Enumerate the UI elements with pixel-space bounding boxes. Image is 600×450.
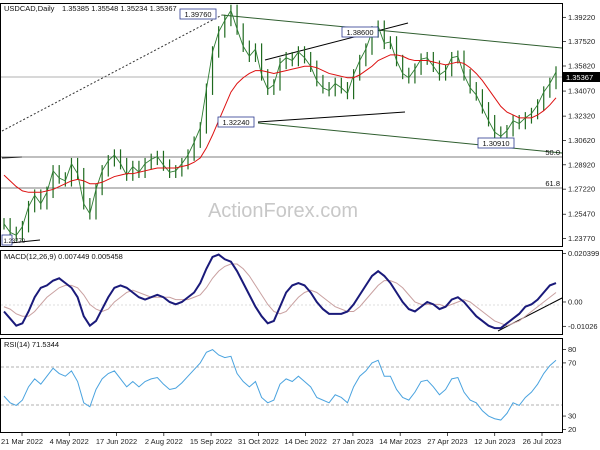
y-tick-label: -0.01026 xyxy=(568,322,598,331)
y-tick-label: 1.28920 xyxy=(568,160,595,169)
macd-signal-line xyxy=(3,263,557,327)
y-tick-label: 1.32320 xyxy=(568,112,595,121)
x-tick-label: 27 Jan 2023 xyxy=(332,437,373,446)
watermark: ActionForex.com xyxy=(208,200,358,222)
x-tick-label: 2 Aug 2022 xyxy=(145,437,183,446)
level-box-low xyxy=(217,116,255,128)
y-tick-label: 1.34070 xyxy=(568,87,595,96)
rsi-pane-title: RSI(14) 71.5344 xyxy=(4,340,59,349)
y-tick-label: 0.020399 xyxy=(568,249,599,258)
fib-50-label: 50.0 xyxy=(545,148,560,157)
rsi-line xyxy=(3,349,557,421)
x-tick-label: 4 May 2022 xyxy=(50,437,89,446)
x-tick-label: 27 Apr 2023 xyxy=(427,437,467,446)
y-tick-label: 1.27220 xyxy=(568,185,595,194)
x-tick-label: 14 Mar 2023 xyxy=(379,437,421,446)
y-tick-label: 70 xyxy=(568,358,576,367)
y-tick-label: 0.00 xyxy=(568,297,583,306)
price-pane-title: USDCAD,Daily xyxy=(4,4,55,13)
price-y-axis: 1.39220 1.37520 1.35820 1.34070 1.32320 1.306… xyxy=(562,13,595,243)
y-tick-label: 1.23770 xyxy=(568,234,595,243)
x-tick-label: 26 Jul 2023 xyxy=(523,437,562,446)
rsi-lines xyxy=(3,349,557,421)
upper-channel-line xyxy=(221,14,563,49)
fib-levels: 50.0 61.8 xyxy=(1,76,562,189)
y-tick-label: 80 xyxy=(568,345,576,354)
x-tick-label: 15 Sep 2022 xyxy=(190,437,233,446)
y-tick-label: 30 xyxy=(568,412,576,421)
x-tick-label: 12 Jun 2023 xyxy=(474,437,515,446)
moving-average-line xyxy=(3,54,557,193)
price-level-boxes: 1.39760 1.38600 1.32240 1.30910 1.23770 xyxy=(1,8,515,246)
bottom-left-stub xyxy=(9,239,41,244)
level-label-bottom: 1.23770 xyxy=(4,239,26,245)
rsi-pane-frame xyxy=(0,338,563,433)
x-tick-label: 14 Dec 2022 xyxy=(284,437,327,446)
x-tick-label: 17 Jun 2022 xyxy=(96,437,137,446)
y-tick-label: 1.25470 xyxy=(568,210,595,219)
level-label-high: 1.39760 xyxy=(184,10,211,19)
macd-lines xyxy=(3,253,557,330)
y-tick-label: 1.37520 xyxy=(568,37,595,46)
level-box-bottom xyxy=(1,234,13,246)
triangle-lower-line xyxy=(257,111,406,123)
x-tick-label: 21 Mar 2022 xyxy=(1,437,43,446)
y-tick-label: 20 xyxy=(568,425,576,434)
level-box-recent-low xyxy=(477,137,515,149)
current-price-label: 1.35367 xyxy=(566,73,593,82)
rsi-y-axis: 80 70 30 20 xyxy=(562,345,576,434)
macd-pane-title: MACD(12,26,9) 0.007449 0.005458 xyxy=(4,252,123,261)
x-tick-label: 31 Oct 2022 xyxy=(238,437,279,446)
y-tick-label: 1.35820 xyxy=(568,62,595,71)
long-dotted-trendline xyxy=(1,14,223,132)
level-label-mid-high: 1.38600 xyxy=(346,28,373,37)
level-box-mid-high xyxy=(341,26,379,38)
price-pane-frame xyxy=(0,3,563,247)
y-tick-label: 1.30620 xyxy=(568,136,595,145)
macd-pane-frame xyxy=(0,250,563,335)
y-tick-label: 1.39220 xyxy=(568,13,595,22)
x-axis: 21 Mar 2022 4 May 2022 17 Jun 2022 2 Aug 20… xyxy=(1,432,561,446)
current-price-badge xyxy=(563,72,600,82)
price-series-line xyxy=(3,9,557,236)
macd-line xyxy=(3,253,557,330)
macd-y-axis: 0.020399 0.00 -0.01026 xyxy=(562,249,599,331)
fib-618-label: 61.8 xyxy=(545,179,560,188)
ohlc-readout: 1.35385 1.35548 1.35234 1.35367 xyxy=(62,4,177,13)
level-box-high xyxy=(179,8,217,20)
level-label-recent-low: 1.30910 xyxy=(482,139,509,148)
moving-average xyxy=(3,54,557,193)
level-label-low: 1.32240 xyxy=(222,118,249,127)
